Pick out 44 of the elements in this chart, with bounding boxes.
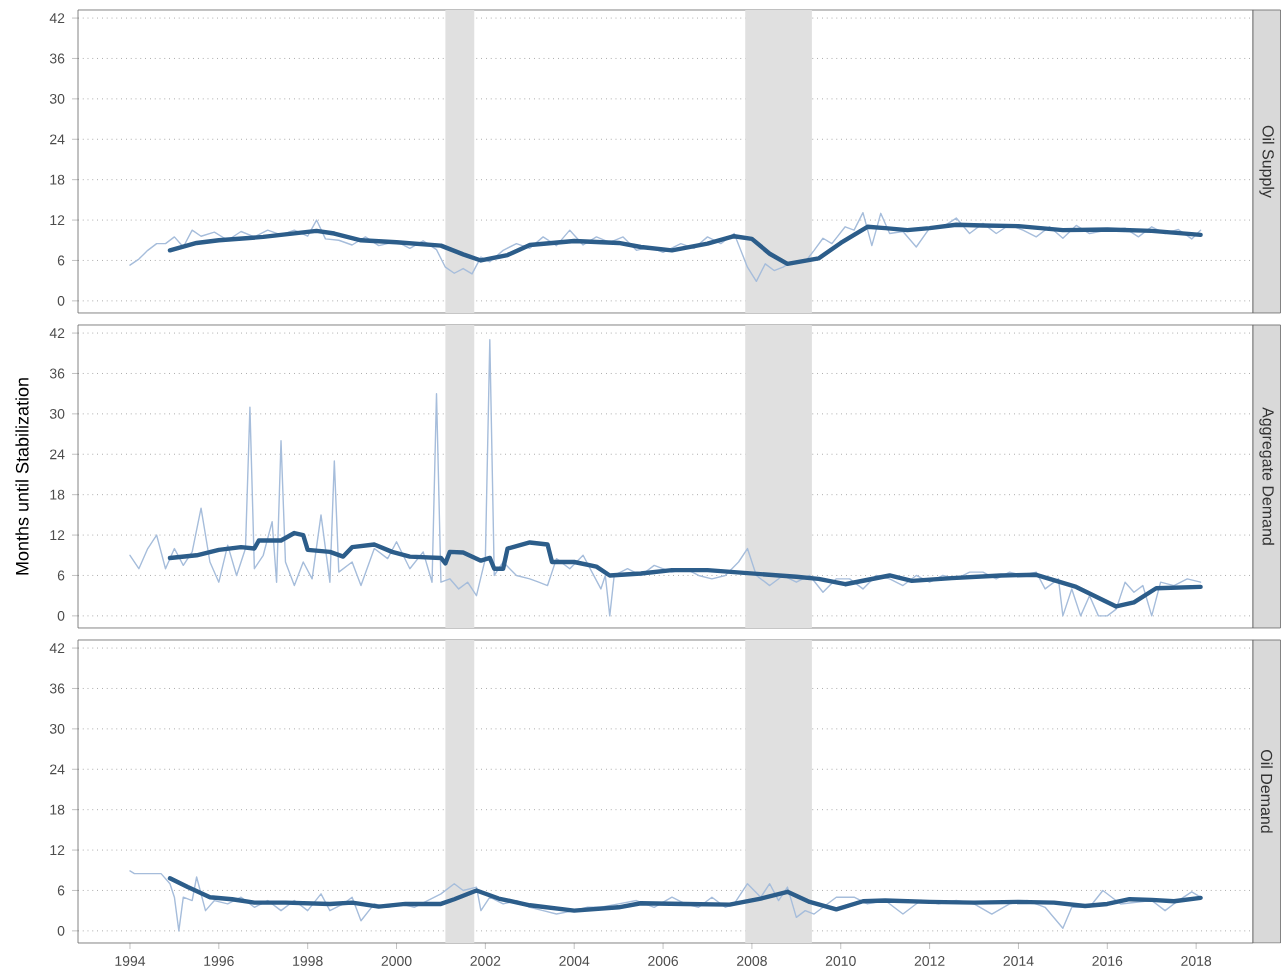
y-tick-label: 36 bbox=[49, 368, 65, 379]
x-tick-label: 1994 bbox=[115, 956, 146, 966]
line-series bbox=[167, 876, 1203, 913]
y-tick-label: 24 bbox=[50, 134, 65, 145]
y-tick-label: 36 bbox=[49, 53, 65, 64]
x-tick-label: 2010 bbox=[825, 956, 856, 966]
y-tick-label: 18 bbox=[50, 804, 65, 815]
y-tick-label: 24 bbox=[50, 449, 65, 460]
line-series bbox=[129, 339, 1202, 617]
x-tick-label: 1996 bbox=[204, 956, 234, 966]
y-tick-label: 30 bbox=[49, 408, 65, 419]
y-axis-title: Months until Stabilization bbox=[15, 378, 29, 575]
y-tick-label: 12 bbox=[50, 530, 65, 540]
y-tick-label: 24 bbox=[50, 764, 65, 775]
x-tick-label: 2006 bbox=[648, 956, 678, 966]
y-tick-label: 6 bbox=[57, 255, 65, 266]
x-tick-label: 2000 bbox=[381, 956, 412, 966]
y-tick-label: 6 bbox=[57, 885, 65, 896]
x-tick-label: 2008 bbox=[737, 956, 767, 966]
y-tick-label: 30 bbox=[49, 723, 65, 734]
y-tick-label: 0 bbox=[57, 610, 65, 621]
x-tick-label: 2014 bbox=[1003, 956, 1034, 966]
y-tick-label: 42 bbox=[49, 328, 65, 338]
text: Oil Demand bbox=[1260, 750, 1273, 833]
x-tick-label: 1998 bbox=[293, 956, 323, 966]
x-tick-label: 2004 bbox=[559, 956, 590, 966]
x-tick-label: 2018 bbox=[1181, 956, 1212, 966]
x-tick-label: 2016 bbox=[1092, 956, 1123, 966]
y-tick-label: 36 bbox=[49, 683, 65, 694]
y-tick-label: 42 bbox=[49, 643, 65, 653]
y-tick-label: 6 bbox=[57, 570, 65, 581]
y-tick-label: 18 bbox=[50, 489, 65, 500]
y-tick-label: 30 bbox=[49, 93, 65, 104]
line-series bbox=[167, 222, 1203, 267]
x-tick-label: 2012 bbox=[914, 956, 945, 966]
y-tick-label: 0 bbox=[57, 295, 65, 306]
y-tick-label: 12 bbox=[50, 845, 65, 855]
y-tick-label: 18 bbox=[50, 174, 65, 185]
y-tick-label: 12 bbox=[50, 215, 65, 225]
x-tick-label: 2002 bbox=[470, 956, 501, 966]
y-tick-label: 0 bbox=[57, 925, 65, 936]
y-tick-label: 42 bbox=[49, 13, 65, 23]
text: Aggregate Demand bbox=[1259, 407, 1275, 545]
text: Oil Supply bbox=[1259, 125, 1275, 198]
